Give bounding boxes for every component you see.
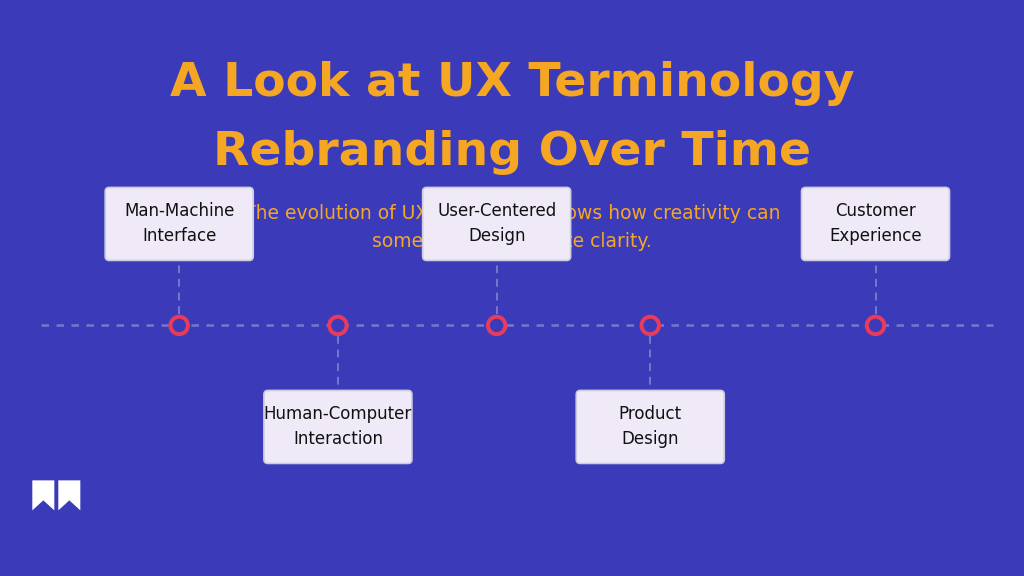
Circle shape	[332, 320, 344, 331]
Circle shape	[486, 316, 507, 335]
Circle shape	[169, 316, 189, 335]
Text: Rebranding Over Time: Rebranding Over Time	[213, 130, 811, 175]
Circle shape	[865, 316, 886, 335]
FancyBboxPatch shape	[423, 187, 570, 260]
Text: A Look at UX Terminology: A Look at UX Terminology	[170, 61, 854, 106]
FancyBboxPatch shape	[264, 391, 412, 464]
Circle shape	[490, 320, 503, 331]
Text: User-Centered
Design: User-Centered Design	[437, 202, 556, 245]
FancyBboxPatch shape	[802, 187, 949, 260]
Text: The evolution of UX vocabulary shows how creativity can
sometimes complicate cla: The evolution of UX vocabulary shows how…	[244, 204, 780, 251]
Text: Customer
Experience: Customer Experience	[829, 202, 922, 245]
Text: Man-Machine
Interface: Man-Machine Interface	[124, 202, 234, 245]
Polygon shape	[33, 480, 54, 510]
Circle shape	[173, 320, 185, 331]
Circle shape	[640, 316, 660, 335]
Circle shape	[328, 316, 348, 335]
Circle shape	[644, 320, 656, 331]
Text: Human-Computer
Interaction: Human-Computer Interaction	[264, 406, 412, 449]
Polygon shape	[58, 480, 80, 510]
Text: Product
Design: Product Design	[618, 406, 682, 449]
FancyBboxPatch shape	[105, 187, 253, 260]
FancyBboxPatch shape	[577, 391, 724, 464]
Circle shape	[869, 320, 882, 331]
